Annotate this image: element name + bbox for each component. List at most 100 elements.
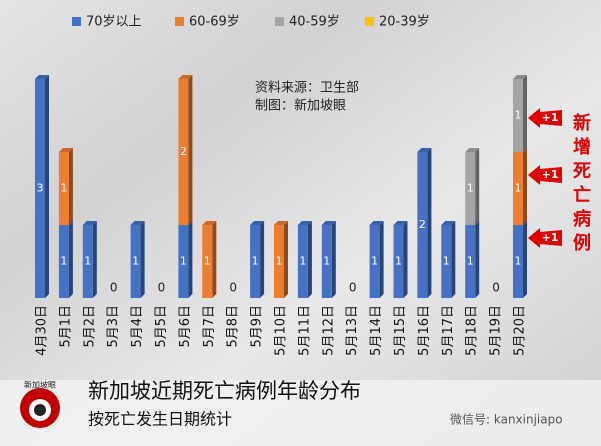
chart-subtitle: 按死亡发生日期统计 xyxy=(88,410,232,429)
bar-top xyxy=(178,75,193,79)
bar xyxy=(130,225,141,298)
bar-top xyxy=(202,221,217,225)
bar-top xyxy=(297,221,312,225)
bar xyxy=(441,225,452,298)
bar-top xyxy=(369,221,384,225)
bar-depth xyxy=(475,221,480,298)
bar xyxy=(178,225,189,298)
legend-label: 40-59岁 xyxy=(289,15,340,30)
legend-label: 70岁以上 xyxy=(86,15,142,30)
credit: 制图：新加坡眼 xyxy=(255,98,346,114)
x-tick-label: 5月1日 xyxy=(58,305,73,348)
bar-depth xyxy=(523,75,527,152)
data-label: 1 xyxy=(252,255,259,268)
bar xyxy=(58,225,69,298)
bar-top xyxy=(513,75,527,79)
data-label: 1 xyxy=(515,182,522,195)
data-label: 1 xyxy=(60,255,67,268)
bar xyxy=(513,79,523,152)
bar-depth xyxy=(475,148,480,225)
bar-top xyxy=(130,221,145,225)
chart-title: 新加坡近期死亡病例年龄分布 xyxy=(88,379,361,403)
bar-depth xyxy=(45,75,49,298)
bar-depth xyxy=(92,221,97,298)
bar xyxy=(58,152,69,225)
bar-top xyxy=(441,221,456,225)
bar-depth xyxy=(212,221,217,298)
bar xyxy=(369,225,380,298)
bar xyxy=(297,225,308,298)
data-label: 0 xyxy=(229,281,237,295)
bar-top xyxy=(274,221,288,225)
x-tick-label: 5月16日 xyxy=(417,305,432,356)
bar xyxy=(465,152,476,225)
data-label: 1 xyxy=(299,255,306,268)
x-tick-label: 5月13日 xyxy=(345,305,360,356)
legend-label: 60-69岁 xyxy=(189,15,240,30)
data-label: 0 xyxy=(110,281,118,295)
x-tick-label: 5月14日 xyxy=(369,305,384,356)
bar-depth xyxy=(68,221,73,298)
x-tick-label: 5月10日 xyxy=(274,305,289,356)
data-label: 1 xyxy=(515,109,522,122)
footer-band xyxy=(0,380,601,446)
bar-depth xyxy=(260,221,265,298)
bar xyxy=(417,152,428,298)
data-label: 1 xyxy=(204,255,211,268)
x-tick-label: 4月30日 xyxy=(35,305,50,356)
x-tick-label: 5月15日 xyxy=(393,305,408,356)
x-tick-label: 5月8日 xyxy=(226,305,241,348)
bar-depth xyxy=(307,221,312,298)
bar xyxy=(321,225,332,298)
bar-depth xyxy=(140,221,145,298)
bar-depth xyxy=(379,221,384,298)
increment-label: +1 xyxy=(542,231,559,244)
x-tick-label: 5月19日 xyxy=(489,305,504,356)
bar xyxy=(274,225,284,298)
bar-depth xyxy=(451,221,456,298)
increment-label: +1 xyxy=(542,111,559,124)
data-label: 3 xyxy=(37,182,44,195)
bar-top xyxy=(393,221,408,225)
logo-text: 新加坡眼 xyxy=(24,380,56,390)
source: 资料来源：卫生部 xyxy=(255,81,359,96)
x-tick-label: 5月17日 xyxy=(441,305,456,356)
bar xyxy=(465,225,476,298)
bar-depth xyxy=(188,221,193,298)
data-label: 1 xyxy=(515,255,522,268)
bar-depth xyxy=(523,221,527,298)
legend-swatch xyxy=(365,17,374,26)
bar-top xyxy=(250,221,265,225)
data-label: 1 xyxy=(443,255,450,268)
bar-top xyxy=(82,221,97,225)
x-tick-label: 5月11日 xyxy=(297,305,312,356)
x-tick-label: 5月4日 xyxy=(130,305,145,348)
bar xyxy=(513,152,523,225)
data-label: 0 xyxy=(349,281,357,295)
x-tick-label: 5月9日 xyxy=(250,305,265,348)
data-label: 1 xyxy=(132,255,139,268)
bar-depth xyxy=(188,75,193,225)
data-label: 2 xyxy=(180,145,187,158)
bar xyxy=(513,225,523,298)
legend-swatch xyxy=(72,17,81,26)
data-label: 1 xyxy=(467,255,474,268)
bar-top xyxy=(417,148,432,152)
bar-depth xyxy=(523,148,527,225)
legend-swatch xyxy=(175,17,184,26)
x-tick-label: 5月5日 xyxy=(154,305,169,348)
bar-top xyxy=(35,75,49,79)
data-label: 1 xyxy=(371,255,378,268)
bar xyxy=(178,79,189,225)
bar xyxy=(250,225,261,298)
bar-top xyxy=(465,148,480,152)
bar xyxy=(35,79,45,298)
bar xyxy=(82,225,93,298)
bar-depth xyxy=(68,148,73,225)
data-label: 1 xyxy=(467,182,474,195)
bar-depth xyxy=(284,221,288,298)
data-label: 0 xyxy=(158,281,166,295)
legend-label: 20-39岁 xyxy=(379,15,430,30)
data-label: 1 xyxy=(84,255,91,268)
